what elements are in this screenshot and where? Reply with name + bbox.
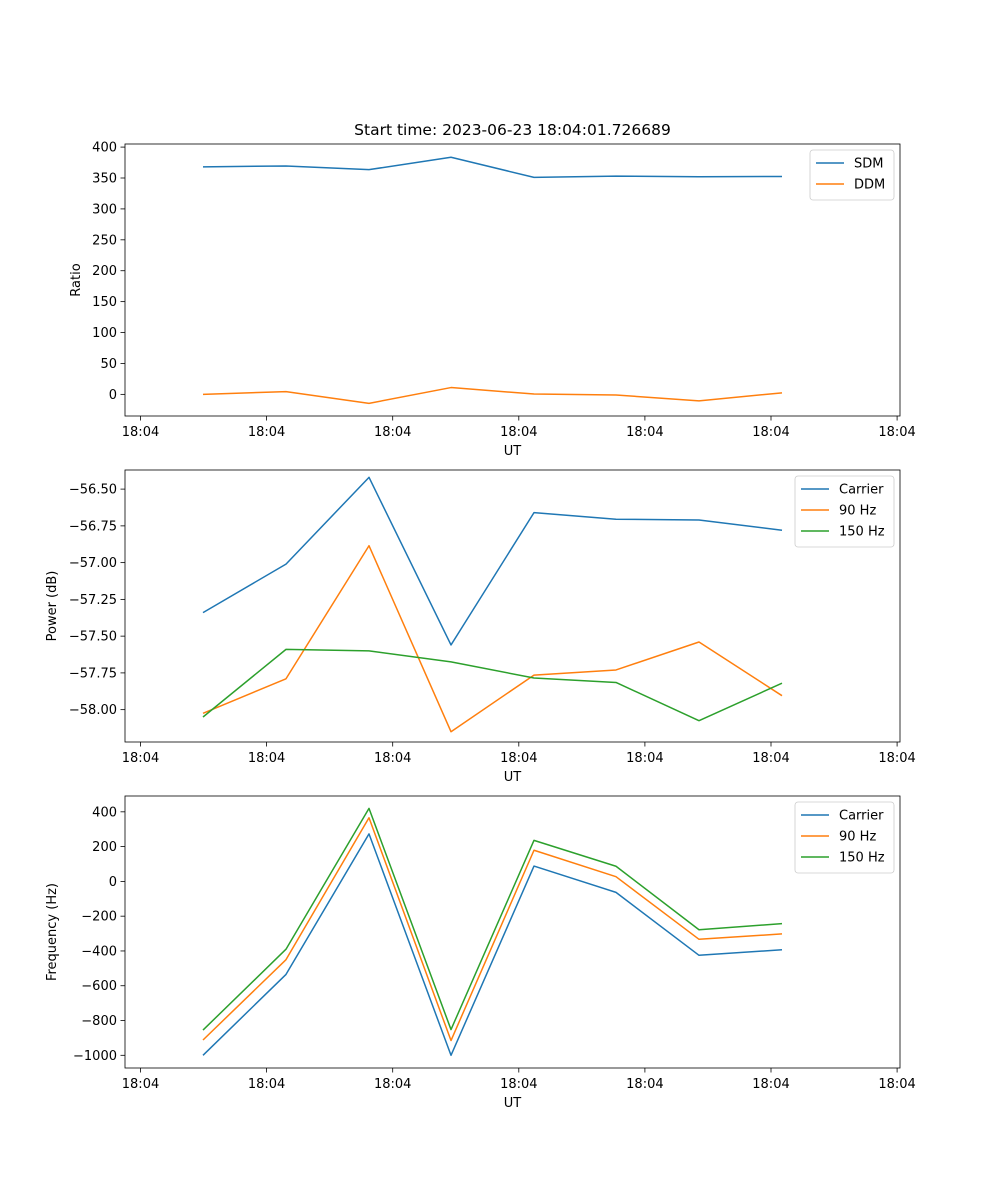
x-tick-label: 18:04 xyxy=(626,425,663,440)
x-tick-label: 18:04 xyxy=(878,751,915,766)
x-tick-label: 18:04 xyxy=(122,1077,159,1092)
axes-frame xyxy=(124,795,901,1069)
y-tick-label: 200 xyxy=(92,840,117,855)
x-tick-label: 18:04 xyxy=(248,425,285,440)
x-axis-label: UT xyxy=(504,444,522,459)
x-tick-label: 18:04 xyxy=(122,425,159,440)
legend-label: Carrier xyxy=(839,809,884,824)
y-tick-label: 0 xyxy=(109,388,117,403)
y-tick-label: −58.00 xyxy=(69,703,117,718)
legend: SDM DDM xyxy=(809,149,895,201)
x-tick-label: 18:04 xyxy=(500,1077,537,1092)
y-tick-label: 0 xyxy=(109,875,117,890)
y-tick-label: 400 xyxy=(92,141,117,156)
y-tick-label: −800 xyxy=(81,1014,117,1029)
x-tick-label: 18:04 xyxy=(248,751,285,766)
legend: Carrier 90 Hz 150 Hz xyxy=(794,475,895,548)
y-tick-label: −400 xyxy=(81,944,117,959)
axes-frame xyxy=(124,469,901,743)
x-axis-label: UT xyxy=(504,1096,522,1111)
series-line-carrier xyxy=(202,476,783,646)
y-axis-label: Power (dB) xyxy=(45,571,60,642)
x-tick-label: 18:04 xyxy=(752,425,789,440)
legend-label: 90 Hz xyxy=(839,504,876,519)
x-tick-label: 18:04 xyxy=(374,751,411,766)
x-axis-label: UT xyxy=(504,770,522,785)
chart-title: Start time: 2023-06-23 18:04:01.726689 xyxy=(354,121,671,139)
x-tick-label: 18:04 xyxy=(626,1077,663,1092)
series-line-90-hz xyxy=(202,544,783,733)
x-tick-label: 18:04 xyxy=(500,751,537,766)
panel-1: 18:04 18:04 18:04 18:04 18:04 18:04 18:04 0 50 10… xyxy=(69,121,916,459)
legend-label: Carrier xyxy=(839,483,884,498)
legend-label: DDM xyxy=(854,178,885,193)
x-tick-label: 18:04 xyxy=(248,1077,285,1092)
x-tick-label: 18:04 xyxy=(752,751,789,766)
y-tick-label: −57.25 xyxy=(69,593,117,608)
y-tick-label: −56.50 xyxy=(69,483,117,498)
x-tick-label: 18:04 xyxy=(374,1077,411,1092)
series-line-carrier xyxy=(202,833,783,1057)
legend: Carrier 90 Hz 150 Hz xyxy=(794,801,895,874)
y-tick-label: 350 xyxy=(92,172,117,187)
y-tick-label: 100 xyxy=(92,326,117,341)
panel-3: 18:04 18:04 18:04 18:04 18:04 18:04 18:04 −1000… xyxy=(45,795,916,1111)
x-tick-label: 18:04 xyxy=(626,751,663,766)
y-tick-label: −57.50 xyxy=(69,630,117,645)
y-tick-label: −200 xyxy=(81,910,117,925)
series-line-90-hz xyxy=(202,816,783,1042)
y-tick-label: 300 xyxy=(92,202,117,217)
y-tick-label: −1000 xyxy=(73,1049,117,1064)
series-line-150-hz xyxy=(202,807,783,1031)
y-axis-label: Frequency (Hz) xyxy=(45,883,60,981)
x-tick-label: 18:04 xyxy=(374,425,411,440)
legend-box xyxy=(794,475,895,548)
y-tick-label: 400 xyxy=(92,805,117,820)
y-tick-label: 250 xyxy=(92,233,117,248)
legend-box xyxy=(794,801,895,874)
y-tick-label: −57.00 xyxy=(69,556,117,571)
y-tick-label: 150 xyxy=(92,295,117,310)
y-tick-label: 50 xyxy=(100,357,117,372)
x-tick-label: 18:04 xyxy=(878,425,915,440)
x-tick-label: 18:04 xyxy=(122,751,159,766)
panel-2: 18:04 18:04 18:04 18:04 18:04 18:04 18:04 −58.0… xyxy=(45,469,916,785)
legend-label: SDM xyxy=(854,157,883,172)
legend-label: 150 Hz xyxy=(839,525,885,540)
y-axis-label: Ratio xyxy=(69,263,84,296)
x-tick-label: 18:04 xyxy=(878,1077,915,1092)
legend-label: 90 Hz xyxy=(839,830,876,845)
y-tick-label: 200 xyxy=(92,264,117,279)
y-tick-label: −57.75 xyxy=(69,666,117,681)
axes-frame xyxy=(124,143,901,417)
x-tick-label: 18:04 xyxy=(500,425,537,440)
series-line-ddm xyxy=(202,386,783,405)
series-line-sdm xyxy=(202,156,783,179)
legend-label: 150 Hz xyxy=(839,851,885,866)
y-tick-label: −600 xyxy=(81,979,117,994)
series-line-150-hz xyxy=(202,648,783,722)
y-tick-label: −56.75 xyxy=(69,519,117,534)
x-tick-label: 18:04 xyxy=(752,1077,789,1092)
